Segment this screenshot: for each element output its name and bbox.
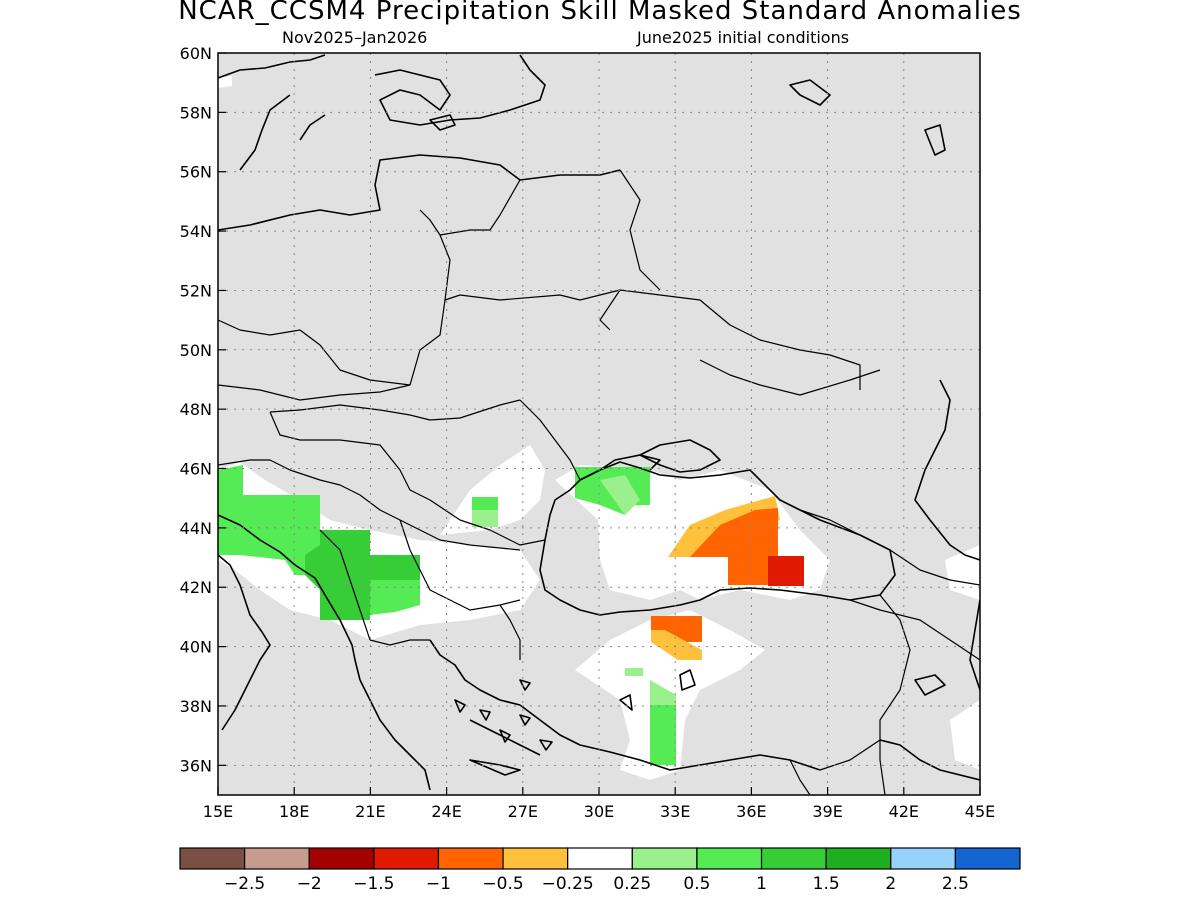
y-tick-label: 36N — [180, 756, 212, 775]
x-tick-label: 36E — [736, 802, 766, 821]
anomaly-cell — [472, 510, 498, 527]
x-tick-label: 24E — [431, 802, 461, 821]
masked-area — [218, 53, 980, 795]
colorbar-label: −0.25 — [542, 874, 594, 894]
colorbar-swatch — [567, 847, 633, 870]
x-tick-label: 39E — [812, 802, 842, 821]
x-tick-label: 15E — [203, 802, 233, 821]
y-tick-label: 46N — [180, 460, 212, 479]
anomaly-cell — [600, 475, 640, 515]
colorbar-swatch — [954, 847, 1021, 870]
y-tick-label: 44N — [180, 519, 212, 538]
y-tick-label: 60N — [180, 44, 212, 63]
anomaly-cell — [472, 497, 498, 527]
colorbar-label: −1.5 — [353, 874, 394, 894]
y-tick-label: 48N — [180, 400, 212, 419]
anomaly-cell — [651, 616, 702, 642]
colorbar-swatch — [890, 847, 956, 870]
anomaly-cell — [218, 465, 345, 575]
y-tick-label: 42N — [180, 578, 212, 597]
colorbar-swatch — [373, 847, 440, 870]
anomaly-cell — [668, 496, 780, 557]
colorbar-swatch — [179, 847, 246, 870]
neutral-anomaly-regions — [218, 76, 980, 780]
anomaly-cell — [768, 556, 804, 586]
forecast-period: Nov2025–Jan2026 — [282, 28, 428, 47]
anomaly-cell — [650, 680, 676, 765]
colorbar-label: 0.25 — [613, 874, 651, 894]
anomaly-cell — [305, 530, 420, 620]
y-tick-label: 54N — [180, 222, 212, 241]
x-tick-label: 18E — [279, 802, 309, 821]
colorbar-swatch — [502, 847, 569, 870]
anomaly-cell — [625, 668, 643, 676]
colorbar-label: 2 — [885, 874, 896, 894]
colorbar-label: 2.5 — [942, 874, 969, 894]
colorbar-label: −2 — [297, 874, 322, 894]
x-tick-label: 21E — [355, 802, 385, 821]
colorbar-label: 1 — [756, 874, 767, 894]
map-title: NCAR_CCSM4 Precipitation Skill Masked St… — [178, 0, 1022, 26]
y-tick-label: 56N — [180, 163, 212, 182]
y-tick-label: 40N — [180, 638, 212, 657]
coastlines — [218, 54, 980, 791]
colorbar-swatch — [760, 847, 827, 870]
y-tick-label: 38N — [180, 697, 212, 716]
anomaly-cell — [575, 467, 650, 515]
colorbar-label: −2.5 — [224, 874, 265, 894]
anomaly-cell — [690, 508, 778, 585]
colorbar-swatch — [631, 847, 698, 870]
x-tick-label: 27E — [508, 802, 538, 821]
colorbar-label: 1.5 — [813, 874, 840, 894]
colorbar: −2.5 −2 −1.5 −1 −0.5 −0.25 0.25 0.5 1 1.5 2 2.5 — [179, 847, 1021, 894]
x-tick-label: 45E — [965, 802, 995, 821]
x-tick-label: 33E — [660, 802, 690, 821]
map-frame — [217, 52, 981, 796]
x-tick-label: 42E — [889, 802, 919, 821]
anomaly-cells — [218, 465, 804, 765]
colorbar-swatch — [308, 847, 375, 870]
colorbar-label: −1 — [426, 874, 451, 894]
y-tick-label: 52N — [180, 281, 212, 300]
colorbar-label: 0.5 — [683, 874, 710, 894]
colorbar-swatch — [825, 847, 892, 870]
colorbar-swatch — [696, 847, 763, 870]
initial-conditions: June2025 initial conditions — [637, 28, 850, 47]
graticule — [218, 53, 980, 795]
anomaly-cell — [650, 705, 676, 765]
colorbar-swatch — [437, 847, 504, 870]
axis-ticks: 15E 18E 21E 24E 27E 30E 33E 36E 39E 42E 45E 60N 58N 5… — [180, 44, 996, 821]
anomaly-cell — [651, 630, 702, 660]
colorbar-label: −0.5 — [482, 874, 523, 894]
x-tick-label: 30E — [584, 802, 614, 821]
y-tick-label: 50N — [180, 341, 212, 360]
y-tick-label: 58N — [180, 103, 212, 122]
anomaly-cell — [370, 580, 420, 615]
country-borders — [218, 169, 980, 795]
colorbar-swatch — [244, 847, 310, 870]
